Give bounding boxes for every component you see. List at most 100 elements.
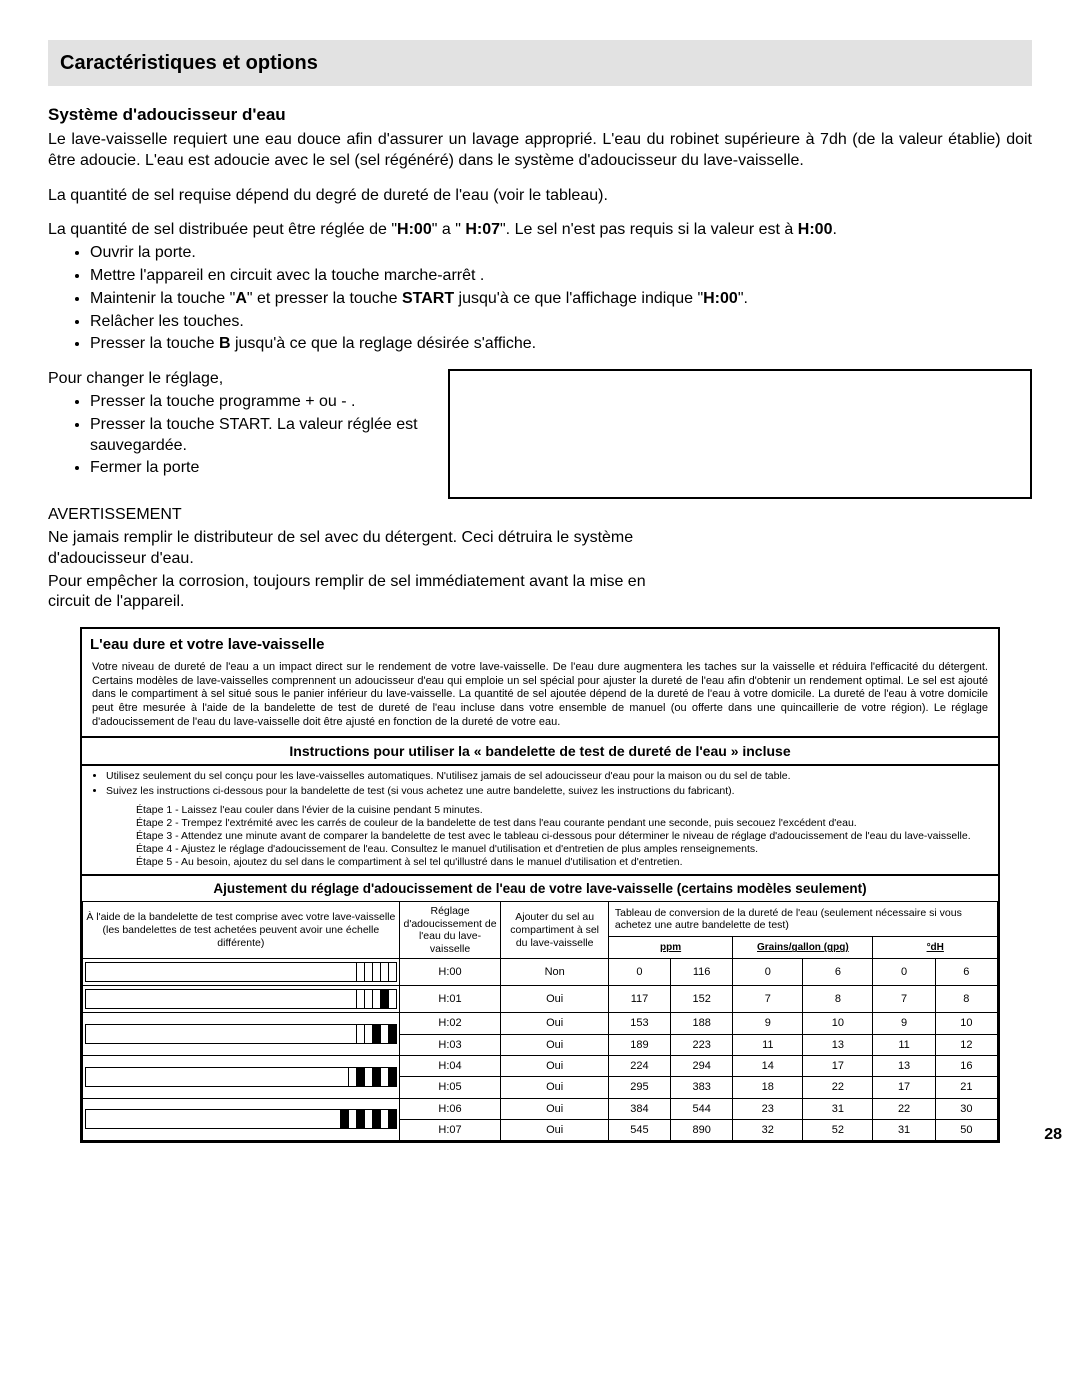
hw-paragraph: Votre niveau de dureté de l'eau a un imp…	[82, 659, 998, 736]
test-strip	[85, 1024, 397, 1044]
cell-ppm-hi: 544	[671, 1098, 733, 1119]
cell-salt: Non	[501, 959, 608, 986]
cell-gpg-hi: 22	[803, 1077, 873, 1098]
paragraph-range: La quantité de sel distribuée peut être …	[48, 220, 1032, 241]
cell-ppm-hi: 152	[671, 986, 733, 1013]
cell-setting: H:06	[399, 1098, 501, 1119]
cell-ppm-hi: 294	[671, 1056, 733, 1077]
strip-cell	[83, 986, 400, 1013]
cell-ppm-lo: 224	[608, 1056, 670, 1077]
hw-bullets: Utilisez seulement du sel conçu pour les…	[82, 766, 998, 804]
list-item: Presser la touche programme + ou - .	[90, 392, 428, 413]
list-item: Suivez les instructions ci-dessous pour …	[106, 785, 988, 798]
cell-dh-lo: 7	[873, 986, 935, 1013]
table-row: H:02Oui153188910910	[83, 1013, 998, 1034]
table-row: H:04Oui22429414171316	[83, 1056, 998, 1077]
unit-gpg: Grains/gallon (gpg)	[733, 937, 873, 959]
test-strip	[85, 962, 397, 982]
cell-salt: Oui	[501, 1013, 608, 1034]
step: Étape 2 - Trempez l'extrémité avec les c…	[136, 817, 988, 830]
table-row: H:06Oui38454423312230	[83, 1098, 998, 1119]
cell-ppm-lo: 117	[608, 986, 670, 1013]
hw-title: L'eau dure et votre lave-vaisselle	[82, 629, 998, 659]
cell-setting: H:05	[399, 1077, 501, 1098]
cell-salt: Oui	[501, 1077, 608, 1098]
unit-ppm: ppm	[608, 937, 732, 959]
strip-cell	[83, 1056, 400, 1099]
strip-cell	[83, 1013, 400, 1056]
cell-salt: Oui	[501, 1056, 608, 1077]
cell-ppm-lo: 384	[608, 1098, 670, 1119]
cell-setting: H:04	[399, 1056, 501, 1077]
strip-cell	[83, 1098, 400, 1141]
col-salt-header: Ajouter du sel au compartiment à sel du …	[501, 902, 608, 959]
hw-instructions-title: Instructions pour utiliser la « bandelet…	[82, 736, 998, 766]
section-header: Caractéristiques et options	[48, 40, 1032, 86]
cell-gpg-lo: 14	[733, 1056, 803, 1077]
list-item: Mettre l'appareil en circuit avec la tou…	[90, 266, 1032, 287]
step: Étape 3 - Attendez une minute avant de c…	[136, 830, 988, 843]
cell-setting: H:07	[399, 1119, 501, 1140]
cell-dh-lo: 31	[873, 1119, 935, 1140]
cell-salt: Oui	[501, 1119, 608, 1140]
list-item: Fermer la porte	[90, 458, 428, 479]
col-strip-header: À l'aide de la bandelette de test compri…	[83, 902, 400, 959]
cell-ppm-lo: 545	[608, 1119, 670, 1140]
cell-gpg-hi: 8	[803, 986, 873, 1013]
list-setup: Ouvrir la porte. Mettre l'appareil en ci…	[48, 243, 1032, 355]
cell-gpg-lo: 18	[733, 1077, 803, 1098]
step: Étape 4 - Ajustez le réglage d'adoucisse…	[136, 843, 988, 856]
cell-gpg-hi: 10	[803, 1013, 873, 1034]
list-item: Presser la touche B jusqu'à ce que la re…	[90, 334, 1032, 355]
col-conversion-header: Tableau de conversion de la dureté de l'…	[608, 902, 997, 937]
paragraph-change: Pour changer le réglage,	[48, 369, 428, 390]
cell-setting: H:01	[399, 986, 501, 1013]
cell-gpg-lo: 11	[733, 1034, 803, 1055]
cell-dh-hi: 8	[935, 986, 997, 1013]
step: Étape 1 - Laissez l'eau couler dans l'év…	[136, 804, 988, 817]
cell-dh-lo: 9	[873, 1013, 935, 1034]
cell-dh-hi: 10	[935, 1013, 997, 1034]
hard-water-box: L'eau dure et votre lave-vaisselle Votre…	[80, 627, 1000, 1143]
cell-gpg-lo: 0	[733, 959, 803, 986]
cell-ppm-hi: 383	[671, 1077, 733, 1098]
image-placeholder	[448, 369, 1032, 499]
warning-label: AVERTISSEMENT	[48, 505, 1032, 526]
strip-cell	[83, 959, 400, 986]
cell-dh-lo: 17	[873, 1077, 935, 1098]
page-number: 28	[1044, 1125, 1062, 1146]
cell-setting: H:00	[399, 959, 501, 986]
unit-dh: °dH	[873, 937, 998, 959]
hw-steps: Étape 1 - Laissez l'eau couler dans l'év…	[82, 804, 998, 874]
paragraph-salt-qty: La quantité de sel requise dépend du deg…	[48, 186, 1032, 207]
cell-dh-hi: 16	[935, 1056, 997, 1077]
cell-dh-hi: 30	[935, 1098, 997, 1119]
list-item: Relâcher les touches.	[90, 312, 1032, 333]
list-item: Maintenir la touche "A" et presser la to…	[90, 289, 1032, 310]
cell-gpg-hi: 31	[803, 1098, 873, 1119]
cell-gpg-lo: 23	[733, 1098, 803, 1119]
cell-dh-hi: 6	[935, 959, 997, 986]
subheading-softener: Système d'adoucisseur d'eau	[48, 104, 1032, 126]
cell-ppm-lo: 295	[608, 1077, 670, 1098]
cell-gpg-hi: 17	[803, 1056, 873, 1077]
cell-gpg-lo: 9	[733, 1013, 803, 1034]
cell-setting: H:03	[399, 1034, 501, 1055]
list-item: Ouvrir la porte.	[90, 243, 1032, 264]
step: Étape 5 - Au besoin, ajoutez du sel dans…	[136, 856, 988, 869]
cell-gpg-hi: 52	[803, 1119, 873, 1140]
cell-dh-hi: 12	[935, 1034, 997, 1055]
hardness-table: À l'aide de la bandelette de test compri…	[82, 901, 998, 1141]
cell-ppm-hi: 188	[671, 1013, 733, 1034]
test-strip	[85, 1067, 397, 1087]
cell-ppm-hi: 223	[671, 1034, 733, 1055]
test-strip	[85, 1109, 397, 1129]
cell-gpg-hi: 6	[803, 959, 873, 986]
cell-gpg-lo: 7	[733, 986, 803, 1013]
cell-gpg-hi: 13	[803, 1034, 873, 1055]
cell-salt: Oui	[501, 1034, 608, 1055]
list-item: Utilisez seulement du sel conçu pour les…	[106, 770, 988, 783]
cell-dh-lo: 22	[873, 1098, 935, 1119]
list-item: Presser la touche START. La valeur réglé…	[90, 415, 428, 457]
list-change: Presser la touche programme + ou - . Pre…	[48, 392, 428, 479]
